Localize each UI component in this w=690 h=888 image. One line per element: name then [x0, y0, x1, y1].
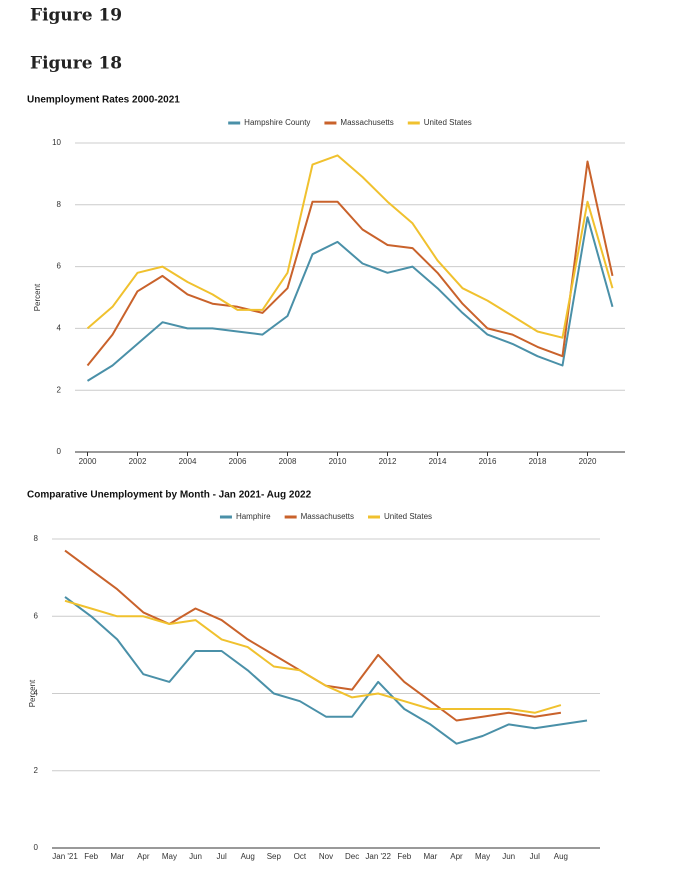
x-tick-label: Jun: [502, 852, 515, 861]
x-tick-label: 2004: [179, 457, 197, 466]
series-line: [64, 549, 562, 722]
x-tick-label: Apr: [137, 852, 150, 861]
x-tick-label: May: [162, 852, 177, 861]
x-tick-label: 2012: [379, 457, 397, 466]
series-line: [86, 154, 614, 339]
x-tick-label: Oct: [294, 852, 307, 861]
y-tick-label: 0: [57, 447, 62, 456]
x-tick-label: Nov: [319, 852, 333, 861]
legend-label: Massachusetts: [301, 512, 354, 521]
x-tick-label: Jul: [530, 852, 540, 861]
y-tick-label: 6: [57, 262, 62, 271]
x-tick-label: 2002: [129, 457, 147, 466]
y-tick-label: 0: [34, 843, 39, 852]
x-tick-label: Mar: [423, 852, 437, 861]
x-tick-label: 2008: [279, 457, 297, 466]
x-tick-label: Jan '21: [52, 852, 78, 861]
x-tick-label: 2020: [579, 457, 597, 466]
y-tick-label: 2: [34, 766, 39, 775]
series-line: [64, 599, 562, 714]
legend-label: United States: [384, 512, 432, 521]
chart-title: Comparative Unemployment by Month - Jan …: [27, 490, 312, 501]
x-tick-label: Jun: [189, 852, 202, 861]
x-tick-label: 2016: [479, 457, 497, 466]
x-tick-label: Dec: [345, 852, 359, 861]
x-tick-label: Aug: [241, 852, 255, 861]
y-tick-label: 8: [34, 534, 39, 543]
y-tick-label: 8: [57, 200, 62, 209]
y-tick-label: 4: [57, 324, 62, 333]
x-tick-label: Apr: [450, 852, 463, 861]
x-tick-label: Jan '22: [365, 852, 391, 861]
heading: Figure 18: [30, 54, 122, 74]
y-tick-label: 2: [57, 385, 62, 394]
legend-label: Hampshire County: [244, 118, 310, 127]
y-tick-label: 4: [34, 689, 39, 698]
y-tick-label: 10: [52, 138, 61, 147]
x-tick-label: Jul: [217, 852, 227, 861]
legend-label: Hamphire: [236, 512, 271, 521]
x-tick-label: 2000: [79, 457, 97, 466]
heading: Figure 19: [30, 6, 122, 26]
x-tick-label: Sep: [267, 852, 282, 861]
legend-label: Massachusetts: [340, 118, 393, 127]
x-tick-label: 2018: [529, 457, 547, 466]
x-tick-label: 2014: [429, 457, 447, 466]
x-tick-label: 2006: [229, 457, 247, 466]
series-line: [64, 596, 588, 745]
x-tick-label: 2010: [329, 457, 347, 466]
chart-title: Unemployment Rates 2000-2021: [27, 95, 180, 106]
x-tick-label: Mar: [110, 852, 124, 861]
x-tick-label: May: [475, 852, 490, 861]
x-tick-label: Feb: [84, 852, 98, 861]
y-tick-label: 6: [34, 611, 39, 620]
series-line: [86, 216, 614, 382]
x-tick-label: Feb: [397, 852, 411, 861]
legend-label: United States: [424, 118, 472, 127]
x-tick-label: Aug: [554, 852, 568, 861]
y-axis-label: Percent: [28, 679, 37, 707]
y-axis-label: Percent: [33, 283, 42, 311]
series-line: [86, 160, 614, 367]
